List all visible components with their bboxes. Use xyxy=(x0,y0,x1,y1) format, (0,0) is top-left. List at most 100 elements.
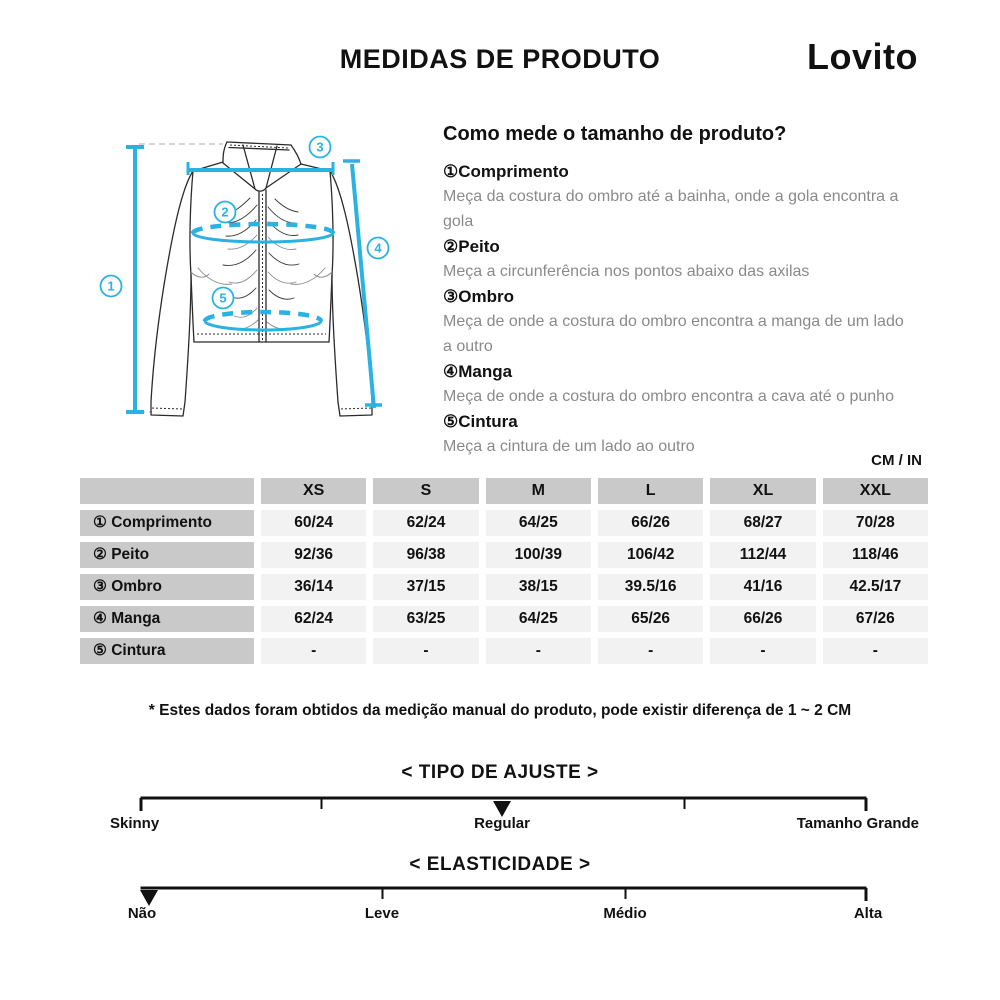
guide-item-desc: a outro xyxy=(443,338,493,355)
table-value: 65/26 xyxy=(598,606,704,632)
table-value: - xyxy=(485,638,591,664)
table-value: 41/16 xyxy=(710,574,816,600)
row-number: ④ xyxy=(93,610,107,627)
row-label-ombro: ③ Ombro xyxy=(80,574,254,600)
table-value: 66/26 xyxy=(598,510,704,536)
table-value: 64/25 xyxy=(485,606,591,632)
column-header-xxl: XXL xyxy=(822,478,928,504)
table-value: 118/46 xyxy=(822,542,928,568)
guide-item-number: ① xyxy=(443,162,459,181)
row-label-peito: ② Peito xyxy=(80,542,254,568)
guide-item-desc: Meça a circunferência nos pontos abaixo … xyxy=(443,263,810,280)
table-value: 39.5/16 xyxy=(598,574,704,600)
guide-item-label: Cintura xyxy=(458,412,518,431)
callout-circle-2 xyxy=(213,200,237,224)
row-label-text: Ombro xyxy=(111,578,163,595)
callout-number-1: 1 xyxy=(107,279,114,294)
elasticity-scale-marker xyxy=(140,890,158,906)
table-value: 100/39 xyxy=(485,542,591,568)
elasticity-label-medio: Médio xyxy=(603,905,647,922)
table-value: 62/24 xyxy=(373,510,479,536)
column-header-xs: XS xyxy=(261,478,367,504)
table-value: 66/26 xyxy=(710,606,816,632)
table-value: 112/44 xyxy=(710,542,816,568)
row-number: ⑤ xyxy=(93,642,107,659)
table-value: - xyxy=(822,638,928,664)
guide-item-number: ② xyxy=(443,237,459,256)
guide-item-label: Comprimento xyxy=(458,162,569,181)
table-value: 106/42 xyxy=(598,542,704,568)
guide-dash-lines xyxy=(139,143,223,413)
callout-circle-1 xyxy=(99,274,123,298)
row-label-text: Cintura xyxy=(111,642,166,659)
size-table: XS S M L XL XXL ① Comprimento 60/24 62/2… xyxy=(80,478,928,664)
row-label-text: Peito xyxy=(111,546,150,563)
row-label-comprimento: ① Comprimento xyxy=(80,510,254,536)
guide-item-desc: gola xyxy=(443,213,474,230)
elasticity-label-leve: Leve xyxy=(364,905,400,922)
row-label-text: Comprimento xyxy=(111,514,212,531)
row-label-text: Manga xyxy=(111,610,161,627)
callout-circle-3 xyxy=(308,135,332,159)
page-title: MEDIDAS DE PRODUTO xyxy=(339,44,661,74)
guide-item-label: Ombro xyxy=(458,287,514,306)
column-header-xl: XL xyxy=(710,478,816,504)
table-value: 62/24 xyxy=(261,606,367,632)
elasticity-scale-heading: < ELASTICIDADE > xyxy=(409,854,591,875)
wrinkle-lines-dark xyxy=(222,197,300,300)
elasticity-label-alta: Alta xyxy=(853,905,883,922)
table-value: - xyxy=(710,638,816,664)
guide-item-desc: Meça a cintura de um lado ao outro xyxy=(443,438,695,455)
measurement-disclaimer: * Estes dados foram obtidos da medição m… xyxy=(148,702,852,719)
table-value: 36/14 xyxy=(261,574,367,600)
elasticity-label-nao: Não xyxy=(127,905,157,922)
table-value: - xyxy=(598,638,704,664)
row-label-cintura: ⑤ Cintura xyxy=(80,638,254,664)
callout-number-5: 5 xyxy=(219,291,226,306)
fit-label-regular: Regular xyxy=(474,815,530,832)
table-value: 60/24 xyxy=(261,510,367,536)
guide-item-cintura: ⑤Cintura xyxy=(443,409,943,434)
guide-item-number: ③ xyxy=(443,287,459,306)
guide-item-label: Peito xyxy=(458,237,500,256)
callout-number-2: 2 xyxy=(221,205,228,220)
units-label: CM / IN xyxy=(871,452,922,469)
table-value: - xyxy=(373,638,479,664)
guide-item-comprimento: ①Comprimento xyxy=(443,159,943,184)
guide-item-number: ⑤ xyxy=(443,412,459,431)
table-value: 68/27 xyxy=(710,510,816,536)
garment-measurement-diagram: 1 2 3 4 5 xyxy=(99,135,390,417)
guide-item-peito: ②Peito xyxy=(443,234,943,259)
callout-circle-4 xyxy=(366,236,390,260)
column-header-s: S xyxy=(373,478,479,504)
table-value: 63/25 xyxy=(373,606,479,632)
table-value: 38/15 xyxy=(485,574,591,600)
guide-item-ombro: ③Ombro xyxy=(443,284,943,309)
measuring-guide: Como mede o tamanho de produto? ①Comprim… xyxy=(443,122,943,459)
guide-item-number: ④ xyxy=(443,362,459,381)
table-value: 67/26 xyxy=(822,606,928,632)
fit-label-tamanho-grande: Tamanho Grande xyxy=(796,815,919,832)
callout-circle-5 xyxy=(211,286,235,310)
column-header-l: L xyxy=(598,478,704,504)
fit-scale-marker xyxy=(493,801,511,817)
callout-number-4: 4 xyxy=(374,241,382,256)
guide-item-desc: Meça de onde a costura do ombro encontra… xyxy=(443,313,904,330)
table-corner-cell xyxy=(80,478,254,504)
row-number: ① xyxy=(93,514,107,531)
table-value: - xyxy=(261,638,367,664)
table-value: 96/38 xyxy=(373,542,479,568)
elasticity-scale-axis xyxy=(140,886,868,906)
guide-item-label: Manga xyxy=(458,362,513,381)
table-value: 37/15 xyxy=(373,574,479,600)
fit-label-skinny: Skinny xyxy=(110,815,160,832)
diagram-callouts: 1 2 3 4 5 xyxy=(99,135,390,310)
stitch-lines xyxy=(151,144,372,410)
guide-item-desc: Meça da costura do ombro até a bainha, o… xyxy=(443,188,899,205)
table-value: 70/28 xyxy=(822,510,928,536)
column-header-m: M xyxy=(485,478,591,504)
row-number: ② xyxy=(93,546,107,563)
table-value: 92/36 xyxy=(261,542,367,568)
fit-scale-heading: < TIPO DE AJUSTE > xyxy=(401,762,599,783)
